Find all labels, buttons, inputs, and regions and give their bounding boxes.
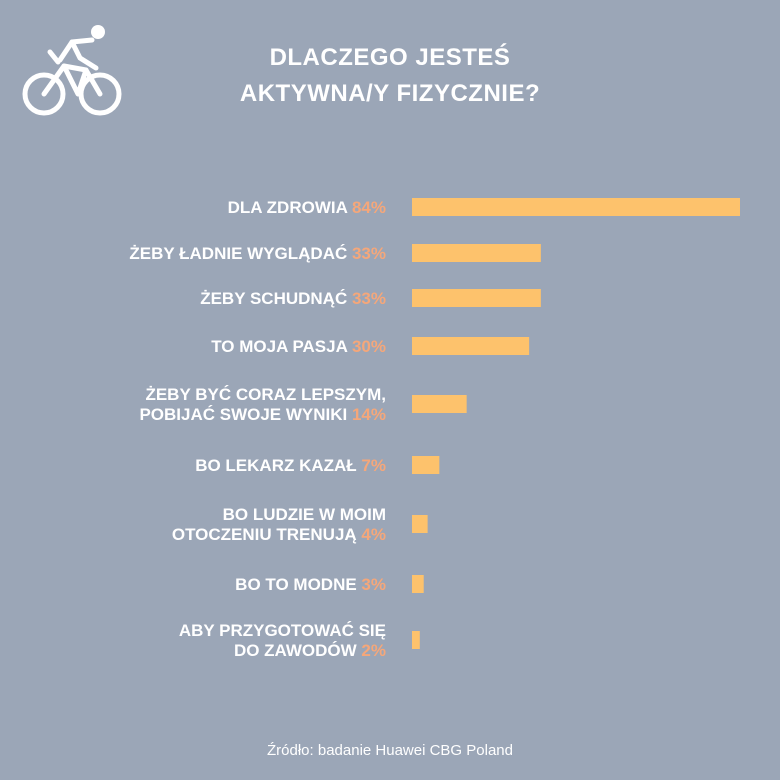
bar-label-8: BO TO MODNE 3%: [235, 575, 386, 594]
category-label: BO TO MODNE: [235, 575, 361, 594]
bar-label-6: BO LEKARZ KAZAŁ 7%: [195, 456, 386, 475]
bar-label-9: ABY PRZYGOTOWAĆ SIĘ DO ZAWODÓW 2%: [179, 621, 386, 660]
source-note: Źródło: badanie Huawei CBG Poland: [267, 742, 513, 759]
title-line-2: AKTYWNA/Y FIZYCZNIE?: [239, 80, 541, 107]
category-label: DLA ZDROWIA: [228, 198, 352, 217]
bar-7: [412, 515, 428, 533]
value-label: 2%: [361, 641, 386, 660]
value-label: 84%: [352, 198, 386, 217]
bar-5: [412, 395, 467, 413]
bar-9: [412, 631, 420, 649]
value-label: 3%: [361, 575, 386, 594]
bar-label-5: ŻEBY BYĆ CORAZ LEPSZYM, POBIJAĆ SWOJE WYN…: [139, 385, 386, 424]
bar-8: [412, 575, 424, 593]
bar-3: [412, 289, 541, 307]
value-label: 33%: [352, 244, 386, 263]
category-label: DO ZAWODÓW: [234, 641, 361, 660]
bar-2: [412, 244, 541, 262]
bar-label-2: ŻEBY ŁADNIE WYGLĄDAĆ 33%: [129, 244, 386, 263]
value-label: 33%: [352, 289, 386, 308]
category-label: ŻEBY BYĆ CORAZ LEPSZYM,: [145, 385, 386, 404]
value-label: 14%: [352, 405, 386, 424]
cyclist-icon: [22, 25, 122, 116]
category-label: BO LEKARZ KAZAŁ: [195, 456, 361, 475]
category-label: POBIJAĆ SWOJE WYNIKI: [139, 405, 352, 424]
title-line-1: DLACZEGO JESTEŚ: [269, 44, 511, 71]
chart-title: DLACZEGO JESTEŚ AKTYWNA/Y FIZYCZNIE?: [170, 40, 610, 112]
bar-label-1: DLA ZDROWIA 84%: [228, 198, 386, 217]
bar-label-3: ŻEBY SCHUDNĄĆ 33%: [200, 289, 386, 308]
bar-label-4: TO MOJA PASJA 30%: [211, 337, 386, 356]
bar-6: [412, 456, 440, 474]
category-label: ŻEBY SCHUDNĄĆ: [200, 289, 352, 308]
category-label: ŻEBY ŁADNIE WYGLĄDAĆ: [129, 244, 352, 263]
bar-label-7: BO LUDZIE W MOIM OTOCZENIU TRENUJĄ 4%: [172, 505, 386, 544]
value-label: 30%: [352, 337, 386, 356]
value-label: 4%: [361, 525, 386, 544]
category-label: OTOCZENIU TRENUJĄ: [172, 525, 362, 544]
category-label: TO MOJA PASJA: [211, 337, 352, 356]
bar-4: [412, 337, 530, 355]
bar-1: [412, 198, 740, 216]
category-label: ABY PRZYGOTOWAĆ SIĘ: [179, 621, 386, 640]
value-label: 7%: [361, 456, 386, 475]
category-label: BO LUDZIE W MOIM: [223, 505, 386, 524]
